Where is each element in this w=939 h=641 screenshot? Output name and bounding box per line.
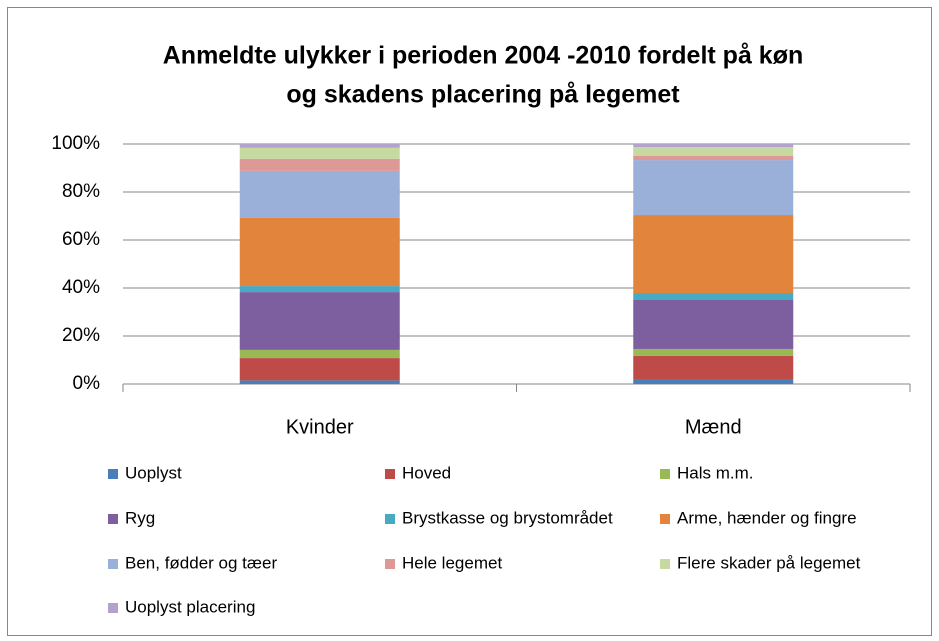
legend-swatch bbox=[660, 469, 670, 479]
bar-segment bbox=[633, 147, 794, 156]
legend-label: Hele legemet bbox=[402, 553, 502, 572]
legend-swatch bbox=[385, 514, 395, 524]
y-tick-label: 40% bbox=[62, 277, 100, 298]
bar-segment bbox=[633, 300, 794, 349]
legend-label: Ryg bbox=[125, 508, 155, 527]
y-tick-label: 80% bbox=[62, 181, 100, 202]
y-tick-label: 20% bbox=[62, 325, 100, 346]
bar-segment bbox=[239, 144, 400, 148]
legend-swatch bbox=[385, 559, 395, 569]
y-tick-label: 60% bbox=[62, 229, 100, 250]
bar-segment bbox=[633, 355, 794, 380]
bar-segment bbox=[239, 349, 400, 359]
legend-label: Uoplyst placering bbox=[125, 597, 255, 616]
legend-label: Hals m.m. bbox=[677, 463, 754, 482]
bar-segment bbox=[239, 380, 400, 384]
legend-swatch bbox=[660, 514, 670, 524]
bar-segment bbox=[239, 358, 400, 381]
bar-segment bbox=[239, 147, 400, 159]
bar-segment bbox=[633, 348, 794, 356]
legend-label: Hoved bbox=[402, 463, 451, 482]
bar-segment bbox=[633, 379, 794, 384]
y-tick-label: 0% bbox=[73, 373, 101, 394]
legend-label: Flere skader på legemet bbox=[677, 553, 861, 572]
legend-label: Brystkasse og brystområdet bbox=[402, 508, 613, 527]
x-tick-label: Kvinder bbox=[286, 416, 354, 438]
legend-label: Uoplyst bbox=[125, 463, 182, 482]
legend-swatch bbox=[108, 514, 118, 524]
legend-swatch bbox=[108, 559, 118, 569]
bar-segment bbox=[633, 160, 794, 216]
x-tick-label: Mænd bbox=[685, 416, 742, 438]
bar-segment bbox=[239, 170, 400, 218]
bar-segment bbox=[633, 156, 794, 161]
legend-label: Ben, fødder og tæer bbox=[125, 553, 277, 572]
chart-title: og skadens placering på legemet bbox=[286, 81, 680, 109]
legend-swatch bbox=[660, 559, 670, 569]
legend-label: Arme, hænder og fingre bbox=[677, 508, 857, 527]
legend-swatch bbox=[385, 469, 395, 479]
y-tick-label: 100% bbox=[51, 133, 100, 154]
legend-swatch bbox=[108, 469, 118, 479]
legend-swatch bbox=[108, 603, 118, 613]
chart-title: Anmeldte ulykker i perioden 2004 -2010 f… bbox=[163, 42, 804, 70]
bar-segment bbox=[239, 217, 400, 287]
bar-segment bbox=[633, 293, 794, 300]
bar-segment bbox=[239, 286, 400, 293]
bar-segment bbox=[633, 144, 794, 148]
bar-segment bbox=[633, 215, 794, 294]
bar-segment bbox=[239, 158, 400, 171]
bar-segment bbox=[239, 292, 400, 350]
